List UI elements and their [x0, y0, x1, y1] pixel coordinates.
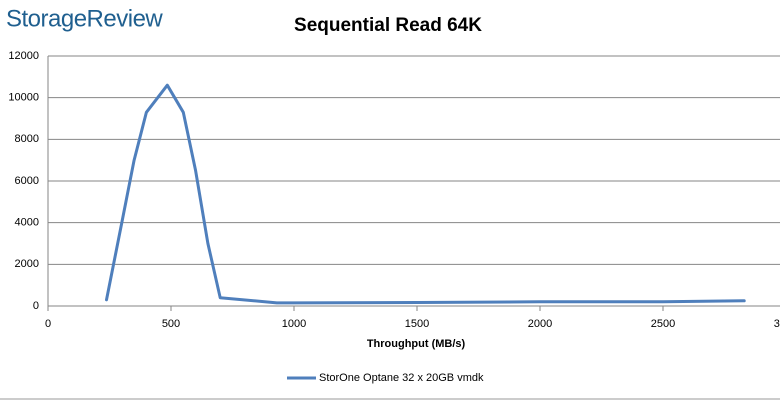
y-tick-label: 2000 [15, 258, 39, 270]
logo: StorageReview [6, 5, 163, 32]
x-axis-title: Throughput (MB/s) [367, 338, 466, 350]
y-tick-label: 4000 [15, 217, 39, 229]
legend-label: StorOne Optane 32 x 20GB vmdk [319, 372, 484, 384]
x-tick-label: 2500 [651, 318, 675, 330]
x-tick-label: 500 [162, 318, 180, 330]
y-tick-label: 12000 [8, 50, 39, 62]
y-tick-label: 0 [33, 300, 39, 312]
x-tick-label: 1500 [405, 318, 429, 330]
series-line [105, 83, 746, 305]
x-tick-label: 2000 [528, 318, 552, 330]
x-tick-label: 1000 [282, 318, 306, 330]
chart-title: Sequential Read 64K [294, 15, 482, 36]
x-tick-label: 0 [45, 318, 51, 330]
y-tick-label: 10000 [8, 92, 39, 104]
y-tick-label: 6000 [15, 175, 39, 187]
x-tick-label: 3000 [774, 318, 780, 330]
y-tick-label: 8000 [15, 133, 39, 145]
